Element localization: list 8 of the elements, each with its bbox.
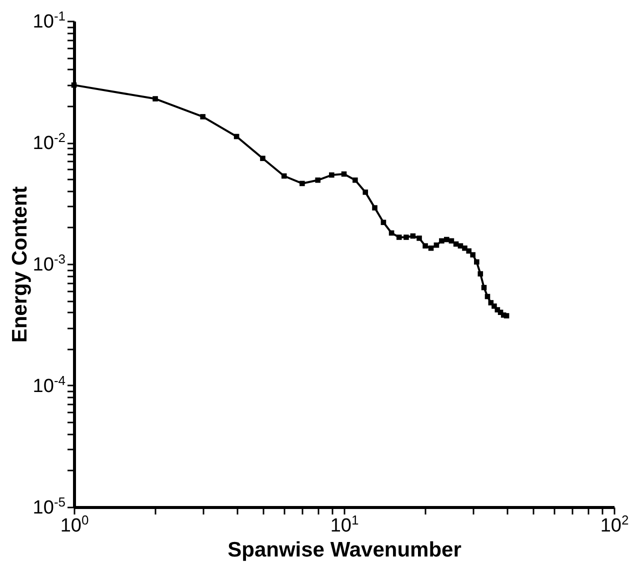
y-tick-label: 10$^{-1}$ [32,8,66,32]
y-tick-label: 10$^{-4}$ [32,372,66,397]
y-axis-title: Energy Content [8,186,32,343]
x-axis-title: Spanwise Wavenumber [228,538,462,562]
x-tick-label: 10$^{2}$ [600,512,629,536]
y-tick-label: 10$^{-3}$ [32,251,66,276]
x-tick-label: 10$^{1}$ [330,512,359,536]
y-tick-label: 10$^{-2}$ [32,130,66,154]
